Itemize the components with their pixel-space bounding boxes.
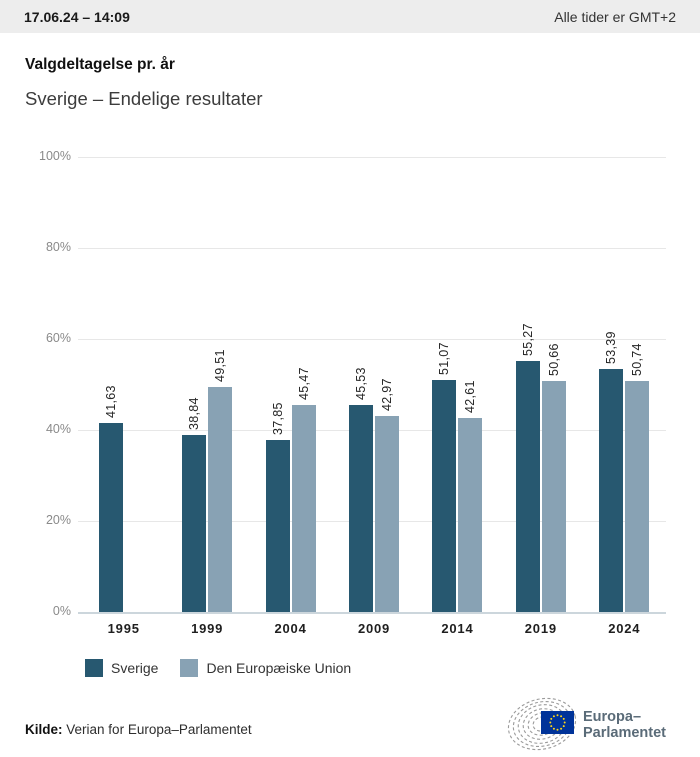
bar-sverige-2014[interactable] [432, 379, 457, 612]
legend-swatch-sverige [85, 659, 103, 677]
gridline-100 [78, 156, 666, 158]
y-tick-40: 40% [45, 422, 71, 436]
logo-text-line1: Europa– [583, 709, 641, 725]
bar-value-eu-2004: 45,47 [296, 367, 311, 401]
legend-label-eu: Den Europæiske Union [206, 660, 352, 676]
bar-sverige-1995[interactable] [98, 422, 123, 612]
header-timezone-note: Alle tider er GMT+2 [554, 8, 676, 25]
bar-value-sverige-2024: 53,39 [604, 331, 619, 365]
y-tick-60: 60% [45, 331, 71, 345]
bar-value-eu-2014: 42,61 [463, 380, 478, 414]
source-text: Verian for Europa–Parlamentet [66, 722, 252, 737]
bar-value-eu-1999: 49,51 [213, 348, 228, 382]
bar-value-sverige-2019: 55,27 [520, 322, 535, 356]
page-subtitle: Sverige – Endelige resultater [25, 88, 263, 109]
legend-item-sverige[interactable]: Sverige [85, 659, 158, 677]
bar-eu-1999[interactable] [208, 386, 233, 612]
europa-parlamentet-logo: Europa– Parlamentet [507, 697, 666, 751]
bar-eu-2009[interactable] [375, 416, 399, 612]
chart-legend: Sverige Den Europæiske Union [85, 659, 351, 677]
source-label: Kilde: [25, 722, 63, 737]
legend-label-sverige: Sverige [111, 660, 159, 676]
bar-value-eu-2024: 50,74 [630, 343, 645, 377]
header-bar: 17.06.24 – 14:09 Alle tider er GMT+2 [0, 0, 700, 33]
y-tick-20: 20% [45, 513, 71, 527]
x-tick-2009: 2009 [357, 621, 391, 636]
bar-sverige-2004[interactable] [265, 439, 290, 612]
eu-flag-stars [549, 714, 566, 731]
legend-item-eu[interactable]: Den Europæiske Union [180, 659, 351, 677]
bar-sverige-2009[interactable] [349, 404, 373, 612]
x-tick-1995: 1995 [107, 621, 140, 636]
bar-value-eu-2009: 42,97 [380, 378, 394, 412]
x-axis-line [78, 612, 666, 614]
bar-value-sverige-2009: 45,53 [354, 367, 368, 400]
y-tick-0: 0% [52, 604, 71, 618]
gridline-60 [78, 338, 666, 340]
eu-flag-icon [541, 711, 574, 734]
bar-value-sverige-1995: 41,63 [103, 384, 118, 418]
turnout-bar-chart: 0% 20% 40% 60% 80% 100% 1995 41,63 1999 38,84 49,5… [39, 149, 666, 636]
y-tick-80: 80% [45, 240, 71, 254]
y-tick-100: 100% [39, 149, 71, 163]
x-tick-2014: 2014 [441, 621, 474, 636]
bar-value-eu-2019: 50,66 [546, 343, 561, 377]
logo-text-line2: Parlamentet [583, 725, 666, 741]
bar-value-sverige-2004: 37,85 [270, 402, 285, 435]
page-title: Valgdeltagelse pr. år [25, 56, 175, 73]
bar-eu-2024[interactable] [625, 381, 650, 612]
gridline-80 [78, 247, 666, 249]
source-line: Kilde: Verian for Europa–Parlamentet [25, 722, 252, 737]
bar-value-sverige-1999: 38,84 [187, 397, 202, 431]
bar-eu-2014[interactable] [458, 418, 483, 612]
x-tick-1999: 1999 [191, 621, 224, 636]
x-tick-2004: 2004 [274, 621, 307, 636]
header-datetime: 17.06.24 – 14:09 [24, 8, 130, 25]
bar-sverige-1999[interactable] [182, 435, 207, 612]
x-tick-2024: 2024 [608, 621, 641, 636]
bar-sverige-2024[interactable] [599, 369, 624, 612]
x-tick-2019: 2019 [524, 621, 557, 636]
legend-swatch-eu [180, 659, 199, 677]
bar-sverige-2019[interactable] [515, 360, 540, 612]
bar-eu-2004[interactable] [291, 405, 316, 612]
bar-eu-2019[interactable] [541, 381, 566, 612]
bar-value-sverige-2014: 51,07 [437, 341, 452, 375]
